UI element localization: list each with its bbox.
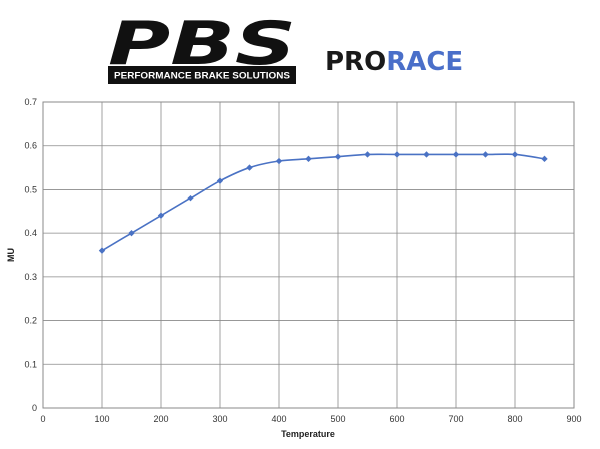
x-tick-label: 600 bbox=[389, 414, 404, 424]
x-axis-title: Temperature bbox=[281, 429, 335, 439]
x-tick-label: 0 bbox=[40, 414, 45, 424]
product-name-prefix: PRO bbox=[325, 47, 386, 77]
data-point-marker bbox=[423, 151, 430, 158]
data-point-marker bbox=[482, 151, 489, 158]
data-point-marker bbox=[364, 151, 371, 158]
x-tick-label: 200 bbox=[153, 414, 168, 424]
data-point-marker bbox=[334, 153, 342, 160]
gridlines bbox=[42, 101, 575, 409]
pbs-logo: PBS PERFORMANCE BRAKE SOLUTIONS bbox=[108, 9, 296, 84]
x-tick-label: 100 bbox=[94, 414, 109, 424]
data-point-marker bbox=[98, 247, 106, 254]
data-point-marker bbox=[187, 194, 194, 202]
data-point-marker bbox=[128, 229, 135, 237]
series-line bbox=[101, 153, 545, 252]
y-tick-label: 0.1 bbox=[24, 359, 37, 369]
y-tick-label: 0.6 bbox=[24, 141, 37, 151]
y-axis-title: MU bbox=[6, 248, 16, 262]
x-tick-label: 500 bbox=[330, 414, 345, 424]
data-point-marker bbox=[157, 212, 165, 219]
logo-tagline-bar bbox=[108, 66, 296, 84]
y-tick-label: 0 bbox=[32, 403, 37, 413]
product-name-suffix: RACE bbox=[386, 47, 463, 77]
data-point-marker bbox=[541, 155, 548, 163]
series-layer bbox=[98, 151, 548, 254]
x-tick-label: 300 bbox=[212, 414, 227, 424]
logo-brand-text: PBS bbox=[108, 9, 296, 79]
logo-tagline-text: PERFORMANCE BRAKE SOLUTIONS bbox=[114, 71, 290, 82]
y-tick-label: 0.4 bbox=[24, 228, 37, 238]
y-tick-label: 0.5 bbox=[24, 184, 37, 194]
y-tick-label: 0.7 bbox=[24, 97, 37, 107]
plot-area-border bbox=[42, 101, 575, 409]
data-point-marker bbox=[305, 155, 312, 163]
y-tick-label: 0.3 bbox=[24, 272, 37, 282]
y-tick-label: 0.2 bbox=[24, 316, 37, 326]
data-point-marker bbox=[246, 164, 253, 171]
product-name: PRORACE bbox=[325, 47, 463, 77]
x-tick-label: 900 bbox=[566, 414, 581, 424]
data-point-marker bbox=[275, 157, 283, 165]
data-point-marker bbox=[393, 151, 401, 158]
data-point-marker bbox=[511, 151, 519, 158]
tick-labels: 0 100 200 300 400 500 600 700 800 900 0 0.1 0.2 0.3 0.… bbox=[24, 97, 581, 424]
data-point-marker bbox=[216, 177, 224, 184]
data-point-marker bbox=[452, 151, 460, 158]
x-tick-label: 700 bbox=[448, 414, 463, 424]
x-tick-label: 800 bbox=[507, 414, 522, 424]
x-tick-label: 400 bbox=[271, 414, 286, 424]
